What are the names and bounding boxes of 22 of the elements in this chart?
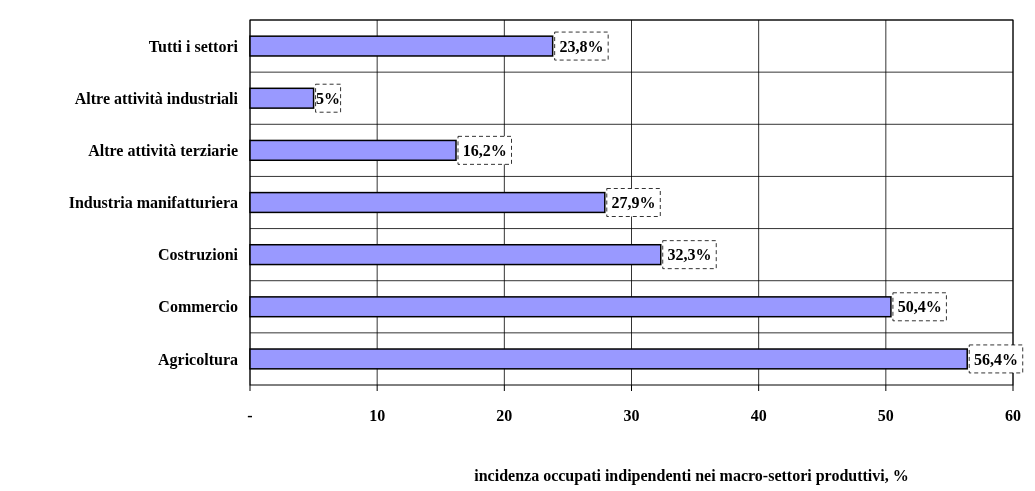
x-tick-label: 50 [877, 407, 894, 424]
data-label: 27,9% [611, 194, 656, 212]
y-tick-label: Tutti i settori [148, 37, 239, 55]
y-tick-label: Commercio [158, 298, 238, 316]
data-label: 16,2% [462, 141, 507, 159]
data-label: 5% [316, 89, 341, 107]
y-tick-label: Costruzioni [158, 246, 239, 264]
x-tick-label: 60 [1005, 407, 1021, 424]
x-tick-label: 10 [369, 407, 386, 424]
data-label: 32,3% [667, 246, 712, 264]
x-tick-label: 20 [496, 407, 513, 424]
data-label: 23,8% [559, 37, 604, 55]
y-tick-label: Industria manifatturiera [68, 194, 238, 212]
x-tick-label: 40 [750, 407, 767, 424]
y-tick-label: Agricoltura [158, 350, 238, 369]
y-tick-label: Altre attività terziarie [88, 141, 238, 159]
x-axis-title: incidenza occupati indipendenti nei macro-settori produttivi, % [474, 467, 909, 485]
y-tick-label: Altre attività industriali [74, 89, 239, 107]
data-label: 50,4% [897, 298, 942, 316]
x-tick-label: - [247, 407, 253, 424]
data-label: 56,4% [973, 350, 1018, 368]
x-tick-label: 30 [623, 407, 640, 424]
